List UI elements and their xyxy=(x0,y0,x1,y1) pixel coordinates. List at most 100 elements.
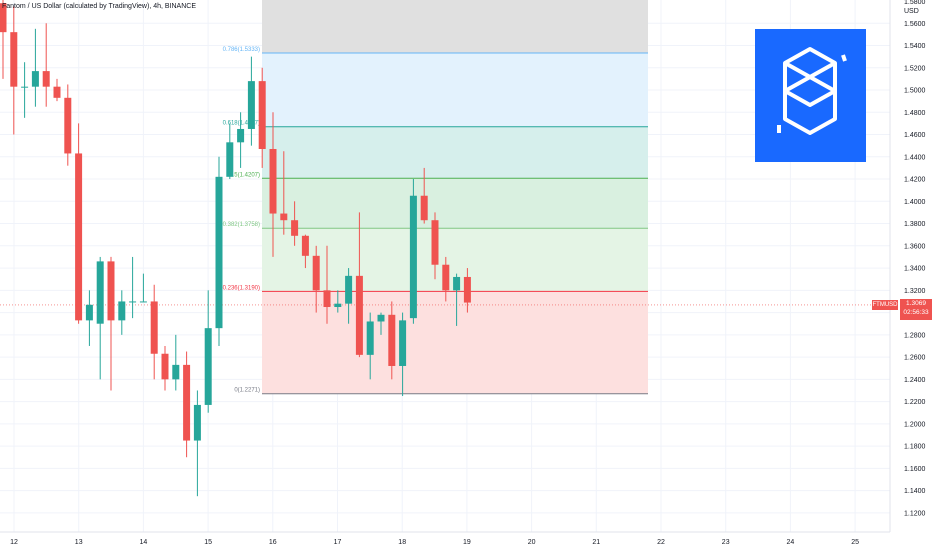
candle-body xyxy=(301,235,309,256)
candle-body xyxy=(323,290,331,308)
y-tick-label: 1.3200 xyxy=(904,288,926,295)
x-tick-label: 12 xyxy=(10,539,18,546)
y-tick-label: 1.3800 xyxy=(904,221,926,228)
candle-body xyxy=(247,81,255,129)
candle-body xyxy=(258,81,266,149)
candle-body xyxy=(312,255,320,291)
y-tick-label: 1.2800 xyxy=(904,332,926,339)
candle-body xyxy=(64,97,72,154)
x-tick-label: 17 xyxy=(334,539,342,546)
candle-body xyxy=(399,320,407,366)
candle-body xyxy=(172,364,180,380)
candle-body xyxy=(53,86,61,98)
chart-title: Fantom / US Dollar (calculated by Tradin… xyxy=(2,3,197,10)
fib-zone-0.618 xyxy=(262,126,648,179)
candle-body xyxy=(193,404,201,441)
fib-label-0.236: 0.236(1.3190) xyxy=(223,285,260,291)
fib-zone-0.786 xyxy=(262,52,648,127)
x-tick-label: 25 xyxy=(851,539,859,546)
y-tick-label: 1.5200 xyxy=(904,65,926,72)
symbol-price-badge: FTMUSD xyxy=(872,300,898,310)
candle-body xyxy=(31,71,39,87)
candle-body xyxy=(463,276,471,303)
candle-body xyxy=(10,32,18,87)
bar-countdown: 02:56:33 xyxy=(903,309,929,316)
fib-zone-0.236 xyxy=(262,291,648,394)
x-tick-label: 22 xyxy=(657,539,665,546)
candle-body xyxy=(355,275,363,355)
last-price-value: 1.3069 xyxy=(906,300,926,307)
y-tick-label: 1.3600 xyxy=(904,243,926,250)
currency-label: USD xyxy=(904,8,919,15)
candle-body xyxy=(366,321,374,355)
y-tick-label: 1.2400 xyxy=(904,377,926,384)
fibonacci-retracement[interactable]: 0.786(1.5333) 0.618(1.4617) 0.5(1.4207) 0.3… xyxy=(223,0,648,395)
fib-label-0.618: 0.618(1.4617) xyxy=(223,121,260,127)
candle-body xyxy=(442,264,450,291)
y-tick-label: 1.5600 xyxy=(904,21,926,28)
y-tick-label: 1.4600 xyxy=(904,132,926,139)
fib-label-0.5: 0.5(1.4207) xyxy=(229,172,260,178)
candle-body xyxy=(42,71,50,87)
fib-label-0.382: 0.382(1.3758) xyxy=(223,222,260,228)
fib-zone-0.5 xyxy=(262,178,648,229)
candle-body xyxy=(161,353,169,380)
candle-body xyxy=(215,176,223,329)
fib-label-0: 0(1.2271) xyxy=(234,388,260,394)
candle-body xyxy=(129,301,137,303)
fib-label-0.786: 0.786(1.5333) xyxy=(223,47,260,53)
candle-body xyxy=(269,148,277,214)
candle-body xyxy=(280,213,288,221)
candles-layer xyxy=(0,0,890,497)
y-tick-label: 1.1200 xyxy=(904,510,926,517)
y-tick-label: 1.5400 xyxy=(904,43,926,50)
y-tick-label: 1.1400 xyxy=(904,488,926,495)
x-tick-label: 15 xyxy=(204,539,212,546)
y-tick-label: 1.5800 xyxy=(904,0,926,6)
y-tick-label: 1.4400 xyxy=(904,154,926,161)
candle-body xyxy=(96,261,104,324)
y-tick-label: 1.3400 xyxy=(904,266,926,273)
candle-body xyxy=(453,276,461,291)
x-tick-label: 18 xyxy=(398,539,406,546)
x-tick-label: 16 xyxy=(269,539,277,546)
candle-body xyxy=(291,220,299,236)
x-tick-label: 20 xyxy=(528,539,536,546)
candle-body xyxy=(377,314,385,322)
last-price-badge: 1.3069 02:56:33 xyxy=(900,299,932,320)
candle-body xyxy=(85,304,93,321)
fantom-logo-icon xyxy=(777,47,847,135)
candle-body xyxy=(409,195,417,319)
x-tick-label: 23 xyxy=(722,539,730,546)
y-tick-label: 1.4000 xyxy=(904,199,926,206)
candle-body xyxy=(0,3,7,33)
y-tick-label: 1.2200 xyxy=(904,399,926,406)
candle-body xyxy=(75,153,83,321)
candle-body xyxy=(431,220,439,265)
candle-body xyxy=(150,301,158,354)
y-tick-label: 1.2000 xyxy=(904,421,926,428)
candle-body xyxy=(118,301,126,321)
candle-body xyxy=(334,303,342,308)
candle-body xyxy=(345,275,353,304)
fib-zone-top xyxy=(262,0,648,53)
x-tick-label: 19 xyxy=(463,539,471,546)
candle-body xyxy=(183,364,191,441)
candle-body xyxy=(204,328,212,405)
y-tick-label: 1.1600 xyxy=(904,466,926,473)
candle-body xyxy=(420,195,428,221)
y-tick-label: 1.2600 xyxy=(904,355,926,362)
y-tick-label: 1.1800 xyxy=(904,444,926,451)
candle-body xyxy=(388,314,396,366)
candle-body xyxy=(226,142,234,177)
candle-body xyxy=(139,301,147,303)
x-tick-label: 21 xyxy=(592,539,600,546)
x-tick-label: 13 xyxy=(75,539,83,546)
candle-body xyxy=(21,86,29,88)
x-tick-label: 24 xyxy=(787,539,795,546)
y-tick-label: 1.5000 xyxy=(904,88,926,95)
candle-body xyxy=(107,261,115,321)
fantom-logo xyxy=(755,29,866,162)
x-tick-label: 14 xyxy=(140,539,148,546)
